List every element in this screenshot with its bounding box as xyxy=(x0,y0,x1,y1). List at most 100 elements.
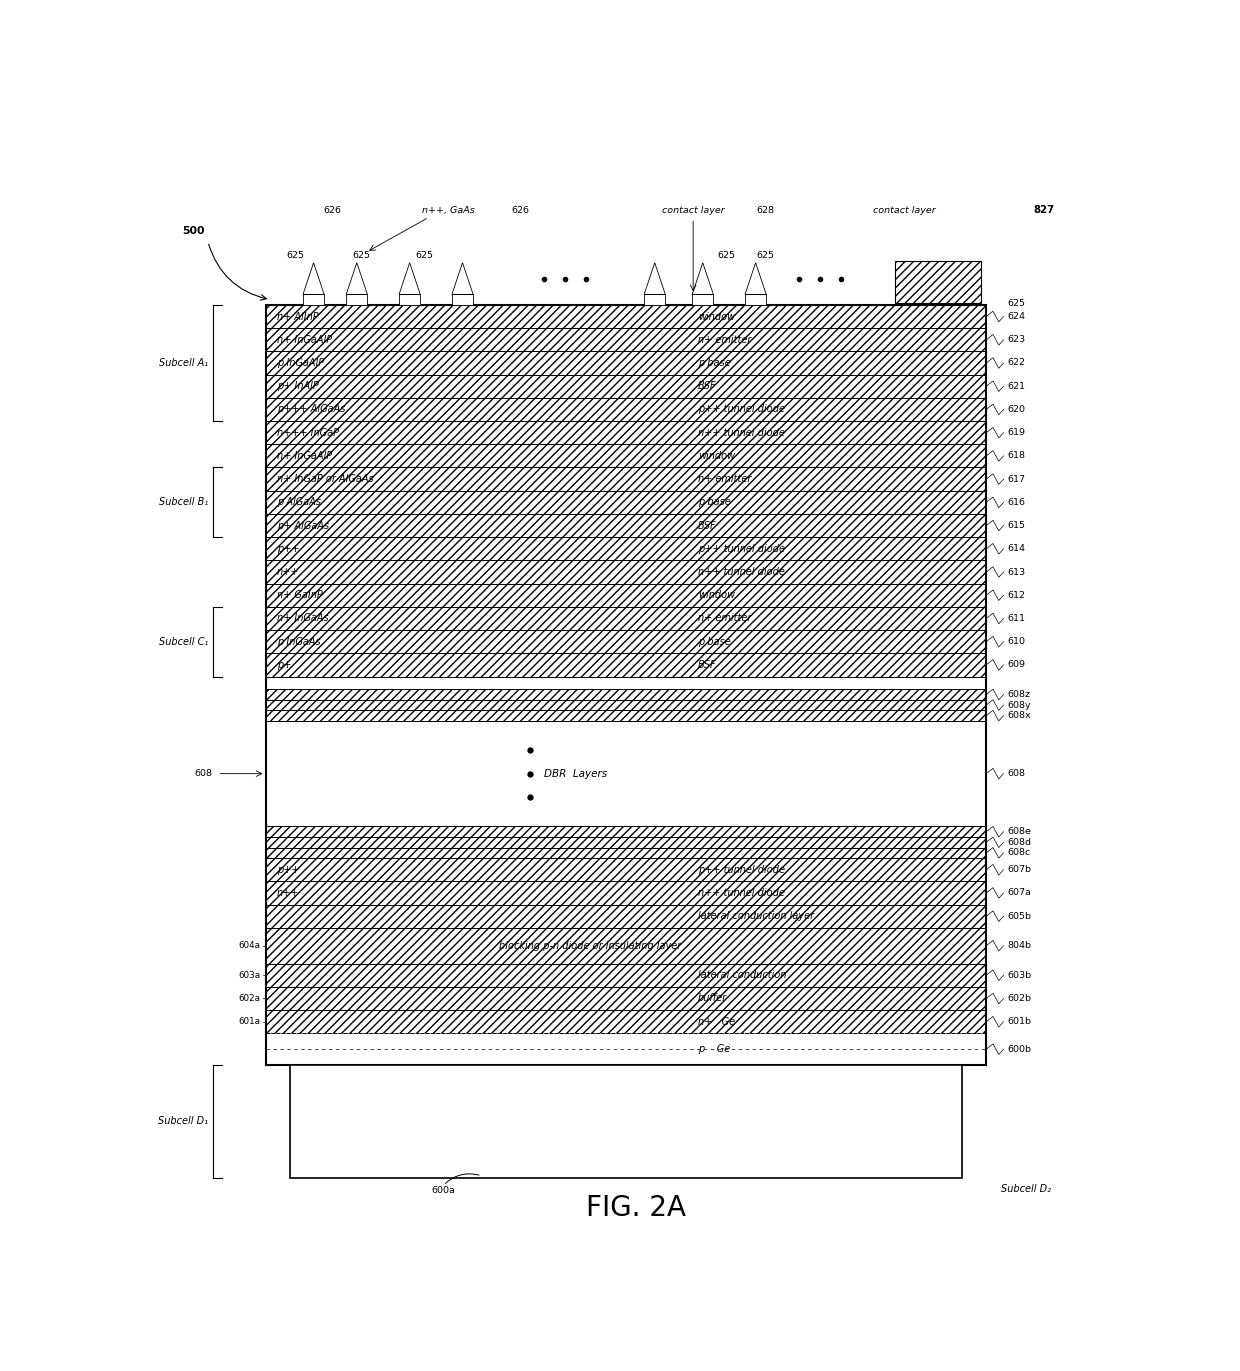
Bar xyxy=(265,847,986,858)
Text: DBR  Layers: DBR Layers xyxy=(544,769,608,779)
Bar xyxy=(303,295,324,304)
Bar xyxy=(265,858,986,882)
Text: 614: 614 xyxy=(1007,544,1025,554)
Text: 608e: 608e xyxy=(1007,827,1032,836)
Text: 600b: 600b xyxy=(1007,1045,1032,1054)
Bar xyxy=(265,631,986,654)
Bar xyxy=(265,987,986,1010)
Bar xyxy=(265,304,986,328)
Bar xyxy=(265,710,986,721)
Bar xyxy=(265,514,986,537)
Text: 623: 623 xyxy=(1007,336,1025,344)
Text: 602a: 602a xyxy=(239,994,260,1004)
Text: FIG. 2A: FIG. 2A xyxy=(585,1194,686,1222)
Bar xyxy=(265,304,986,1065)
Text: n++: n++ xyxy=(277,888,299,898)
Bar xyxy=(265,1010,986,1034)
Text: p+: p+ xyxy=(277,659,291,670)
Text: 625: 625 xyxy=(718,251,735,260)
Text: p+ InAlP: p+ InAlP xyxy=(277,381,319,391)
Text: 625: 625 xyxy=(415,251,433,260)
Text: contact layer: contact layer xyxy=(662,206,724,215)
Bar xyxy=(265,537,986,561)
Bar xyxy=(265,514,986,537)
Text: 610: 610 xyxy=(1007,638,1025,646)
Bar xyxy=(399,295,420,304)
Text: 608c: 608c xyxy=(1007,849,1030,857)
Bar xyxy=(265,987,986,1010)
Bar xyxy=(265,631,986,654)
Text: Subcell A₁: Subcell A₁ xyxy=(159,358,208,367)
Text: 617: 617 xyxy=(1007,474,1025,484)
Bar xyxy=(265,928,986,964)
Bar xyxy=(265,374,986,398)
Text: 827: 827 xyxy=(1033,206,1054,215)
Text: 619: 619 xyxy=(1007,428,1025,437)
Text: n+ emitter: n+ emitter xyxy=(698,613,751,624)
Text: 612: 612 xyxy=(1007,591,1025,599)
Text: Subcell C₁: Subcell C₁ xyxy=(159,636,208,647)
Text: window: window xyxy=(698,311,735,322)
Text: n+ InGaAs: n+ InGaAs xyxy=(277,613,329,624)
Text: n+   Ge: n+ Ge xyxy=(698,1017,735,1027)
Text: 625: 625 xyxy=(286,251,304,260)
Bar xyxy=(265,690,986,699)
Bar xyxy=(265,710,986,721)
Text: n+ emitter: n+ emitter xyxy=(698,335,751,344)
Text: 608: 608 xyxy=(195,769,213,779)
Bar xyxy=(265,721,986,827)
Bar xyxy=(451,295,474,304)
Bar xyxy=(265,905,986,928)
Text: 626: 626 xyxy=(324,206,342,215)
Text: 613: 613 xyxy=(1007,568,1025,577)
Text: 601a: 601a xyxy=(239,1017,260,1027)
Text: blocking p-n diode or insulating layer: blocking p-n diode or insulating layer xyxy=(498,941,681,950)
Text: p    Ge: p Ge xyxy=(698,1045,730,1054)
Text: p InGaAs: p InGaAs xyxy=(277,636,321,647)
Text: p AlGaAs: p AlGaAs xyxy=(277,498,321,507)
Text: 620: 620 xyxy=(1007,404,1025,414)
Text: p++: p++ xyxy=(277,544,300,554)
Text: 609: 609 xyxy=(1007,661,1025,669)
Text: Subcell D₁: Subcell D₁ xyxy=(157,1116,208,1127)
Bar xyxy=(265,964,986,987)
Bar xyxy=(265,836,986,847)
Text: 616: 616 xyxy=(1007,498,1025,507)
Text: Subcell B₁: Subcell B₁ xyxy=(159,498,208,507)
Bar xyxy=(265,654,986,676)
Text: n+ AlInP: n+ AlInP xyxy=(277,311,319,322)
Text: Subcell D₂: Subcell D₂ xyxy=(1001,1183,1050,1194)
Bar xyxy=(895,260,982,303)
Bar xyxy=(644,295,666,304)
Text: 607a: 607a xyxy=(1007,888,1032,898)
Text: 628: 628 xyxy=(756,206,774,215)
Bar xyxy=(265,444,986,468)
Bar xyxy=(265,836,986,847)
Bar xyxy=(265,847,986,858)
Text: n+ emitter: n+ emitter xyxy=(698,474,751,484)
Text: p base: p base xyxy=(698,636,730,647)
Bar xyxy=(265,928,986,964)
Text: 600a: 600a xyxy=(432,1186,455,1196)
Text: window: window xyxy=(698,591,735,600)
Text: 622: 622 xyxy=(1007,358,1025,367)
Bar xyxy=(265,964,986,987)
Bar xyxy=(265,690,986,699)
Text: 605b: 605b xyxy=(1007,912,1032,921)
Text: 608d: 608d xyxy=(1007,838,1032,847)
Bar xyxy=(265,304,986,328)
Text: 601b: 601b xyxy=(1007,1017,1032,1027)
Text: n++ tunnel diode: n++ tunnel diode xyxy=(698,888,785,898)
Text: 625: 625 xyxy=(756,251,774,260)
Bar xyxy=(265,607,986,631)
Text: 602b: 602b xyxy=(1007,994,1032,1004)
Text: contact layer: contact layer xyxy=(873,206,936,215)
Text: 611: 611 xyxy=(1007,614,1025,622)
Text: p++ tunnel diode: p++ tunnel diode xyxy=(698,544,785,554)
Text: p+++ AlGaAs: p+++ AlGaAs xyxy=(277,404,346,414)
Bar xyxy=(265,491,986,514)
Bar xyxy=(265,421,986,444)
Text: 608x: 608x xyxy=(1007,712,1030,720)
Bar xyxy=(265,328,986,351)
Text: 804b: 804b xyxy=(1007,942,1032,950)
